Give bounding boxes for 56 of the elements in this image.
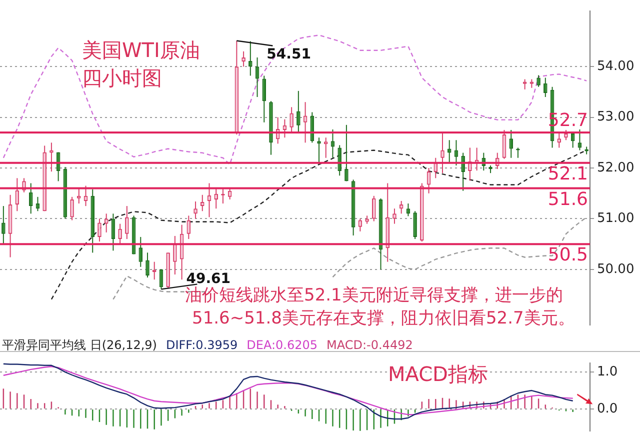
candlestick	[324, 137, 328, 158]
annotation: 54.51	[266, 46, 311, 62]
annotation: MACD指标	[388, 362, 488, 386]
y-tick-label: 53.00	[597, 110, 634, 125]
annotation: 51.6~51.8美元存在支撑，阻力依旧看52.7美元。	[192, 308, 575, 328]
candlestick	[146, 252, 150, 278]
candlestick	[28, 182, 33, 214]
candlestick	[104, 213, 108, 233]
ref-line-label: 52.1	[548, 164, 588, 185]
y-tick-label: 1.0	[597, 364, 618, 380]
candlestick	[77, 187, 81, 204]
candlestick	[173, 235, 177, 275]
candlestick	[447, 140, 452, 164]
ref-line-label: 50.5	[548, 244, 588, 266]
annotation: 油价短线跳水至52.1美元附近寻得支撑，进一步的	[185, 285, 563, 306]
candlestick	[290, 106, 294, 134]
annotation: 49.61	[186, 270, 231, 287]
candlestick	[544, 77, 548, 98]
candlestick	[200, 194, 204, 212]
candlestick	[248, 40, 252, 76]
candlestick	[413, 210, 417, 240]
candlestick	[564, 129, 568, 141]
candlestick	[194, 200, 198, 220]
candlestick	[509, 129, 513, 158]
candlestick	[118, 223, 122, 245]
y-tick-label: 50.00	[597, 262, 634, 277]
candlestick	[262, 75, 266, 123]
candlestick	[317, 137, 321, 164]
candlestick	[70, 196, 74, 221]
annotation: 美国WTI原油	[82, 38, 200, 62]
candlestick	[242, 50, 246, 68]
y-tick-label: 54.00	[597, 58, 634, 74]
chart-title: 平滑异同平均线 日(26,12,9)	[2, 338, 157, 352]
text: DEA:0.6205	[246, 338, 318, 352]
candlestick	[50, 142, 54, 172]
candlestick	[392, 208, 396, 224]
candlestick	[338, 144, 342, 176]
candlestick	[214, 188, 218, 210]
candlestick	[296, 90, 300, 134]
y-tick-label: 0.0	[597, 401, 618, 416]
candlestick	[440, 132, 444, 174]
y-tick-label: 51.00	[597, 211, 634, 226]
ref-line-label: 51.6	[548, 188, 588, 210]
candlestick	[98, 218, 102, 242]
candlestick	[557, 133, 562, 148]
annotation: 四小时图	[82, 66, 162, 90]
candlestick	[536, 74, 540, 88]
candlestick	[461, 152, 465, 192]
candlestick	[344, 124, 348, 182]
candlestick	[358, 218, 362, 232]
candlestick	[125, 206, 129, 240]
y-tick-label: 52.00	[597, 160, 634, 176]
candlestick	[372, 195, 376, 222]
text: MACD:-0.4492	[326, 338, 413, 352]
candlestick	[2, 206, 6, 244]
text: DIFF:0.3959	[166, 338, 238, 352]
